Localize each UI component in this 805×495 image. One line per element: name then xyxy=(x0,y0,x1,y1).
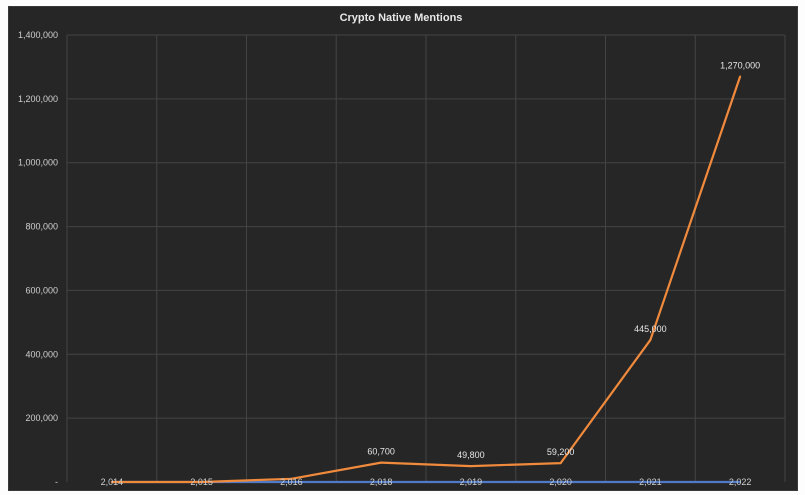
data-label: 49,800 xyxy=(457,450,485,460)
x-tick-label: 2,014 xyxy=(101,477,124,487)
data-label: 1,270,000 xyxy=(720,61,760,71)
y-tick-label: 400,000 xyxy=(25,349,58,359)
y-tick-label: - xyxy=(55,477,58,487)
data-label: 60,700 xyxy=(367,447,395,457)
data-point xyxy=(559,481,562,483)
y-tick-label: 1,000,000 xyxy=(18,158,58,168)
y-axis-ticks: - 200,000 400,000 600,000 800,000 1,000,000 1,… xyxy=(18,30,58,487)
data-labels: 60,700 49,800 59,200 445,000 1,270,000 xyxy=(367,61,760,461)
y-tick-label: 800,000 xyxy=(25,222,58,232)
y-tick-label: 600,000 xyxy=(25,285,58,295)
grid xyxy=(66,34,786,482)
x-tick-label: 2,020 xyxy=(549,477,572,487)
data-point xyxy=(380,481,383,483)
x-tick-label: 2,015 xyxy=(190,477,213,487)
data-point xyxy=(110,481,113,483)
chart-area xyxy=(8,6,798,491)
data-point xyxy=(649,481,652,483)
data-point xyxy=(559,462,562,465)
data-point xyxy=(469,465,472,468)
x-tick-label: 2,022 xyxy=(729,477,752,487)
data-point xyxy=(649,338,652,341)
data-point xyxy=(739,75,742,78)
x-tick-label: 2,016 xyxy=(280,477,303,487)
data-label: 445,000 xyxy=(634,324,667,334)
x-tick-label: 2,018 xyxy=(370,477,393,487)
data-point xyxy=(739,481,742,483)
data-point xyxy=(200,481,203,483)
data-point xyxy=(290,477,293,480)
data-point xyxy=(469,481,472,483)
chart-title: Crypto Native Mentions xyxy=(340,12,463,24)
y-tick-label: 1,200,000 xyxy=(18,94,58,104)
data-point xyxy=(380,461,383,464)
series-group xyxy=(110,75,742,484)
x-tick-label: 2,021 xyxy=(639,477,662,487)
y-tick-label: 1,400,000 xyxy=(18,30,58,40)
x-tick-label: 2,019 xyxy=(460,477,483,487)
x-axis-ticks: 2,014 2,015 2,016 2,018 2,019 2,020 2,021 2,022 xyxy=(101,477,752,487)
data-point xyxy=(290,481,293,483)
y-tick-label: 200,000 xyxy=(25,413,58,423)
data-label: 59,200 xyxy=(547,447,575,457)
series-line-1 xyxy=(111,76,742,484)
